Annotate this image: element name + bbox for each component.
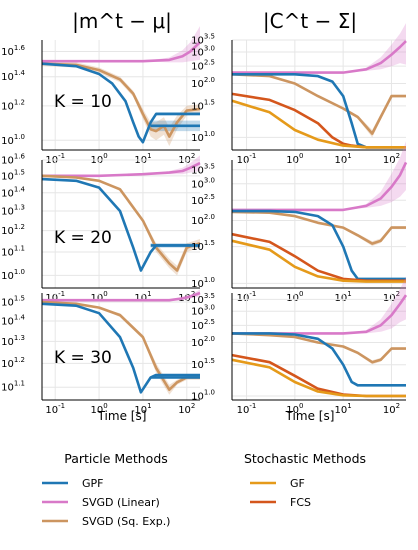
band-svgd-linear [42,26,200,63]
k-annotation: K = 30 [54,348,112,368]
series-line-svgd-linear [232,161,408,212]
x-axis-label-right: Time [s] [285,409,335,423]
x-tick-label: 10-1 [237,402,257,416]
x-tick-label: 10-1 [45,402,65,416]
series-line-gf [231,99,406,149]
legend: Particle Methods Stochastic Methods GPF S… [42,451,366,528]
y-tick-label: 101.0 [191,130,215,144]
y-tick-label: 102.5 [191,193,215,207]
y-tick-label: 101.0 [1,133,25,147]
series-line-svgd-linear [42,291,201,302]
panel-r2-c0: 10-1 100 101 102101.1101.2101.3101.4101.5K … [1,289,201,416]
y-tick-label: 101.4 [1,185,25,199]
series-line-svgd-linear [42,161,201,178]
band-svgd-linear [232,276,406,334]
y-tick-label: 101.6 [1,153,25,167]
y-tick-label: 101.5 [1,295,25,309]
y-tick-label: 101.5 [1,168,25,182]
band-svgd-linear [42,155,200,176]
series-line-svgd-sq-exp [41,62,201,138]
y-tick-label: 101.5 [191,98,215,112]
y-tick-label: 101.3 [1,334,25,348]
y-tick-label: 103.5 [191,162,215,176]
y-tick-label: 101.4 [1,313,25,327]
series-line-svgd-sq-exp [231,73,406,135]
legend-label-svgd-linear: SVGD (Linear) [82,496,160,509]
y-tick-label: 102.0 [191,213,215,227]
panel-r2-c1: 10-1 100 101 102101.0101.5102.0102.5103.010… [191,276,408,416]
y-tick-label: 101.5 [191,239,215,253]
col-title-mean-error: |m^t − μ| [72,9,172,33]
series-line-gpf [41,62,200,144]
y-tick-label: 101.2 [1,356,25,370]
series-line-gf [231,358,406,398]
series-line-gpf [232,209,406,281]
band-svgd-sq-exp [42,302,200,395]
y-tick-label: 102.0 [191,335,215,349]
legend-title-stochastic: Stochastic Methods [244,451,366,466]
y-tick-label: 101.1 [1,380,25,394]
legend-label-gf: GF [290,477,305,490]
y-tick-label: 101.3 [1,203,25,217]
legend-label-svgd-sq-exp: SVGD (Sq. Exp.) [82,515,170,528]
y-tick-label: 102.5 [191,318,215,332]
y-tick-label: 101.0 [191,389,215,403]
y-tick-label: 101.1 [1,245,25,259]
band-svgd-linear [232,141,406,210]
legend-label-fcs: FCS [290,496,311,509]
k-annotation: K = 10 [54,92,112,112]
y-tick-label: 101.0 [191,276,215,290]
series-line-gf [231,239,406,283]
x-tick-label: 101 [335,402,352,416]
series-line-svgd-sq-exp [231,210,406,245]
series-line-gpf [232,73,406,149]
series-line-svgd-linear [232,294,408,335]
band-svgd-sq-exp [42,175,200,276]
y-tick-label: 102.5 [191,59,215,73]
y-tick-label: 101.2 [1,98,25,112]
y-tick-label: 101.4 [1,69,25,83]
y-tick-label: 103.0 [191,44,215,58]
series-line-gpf [41,177,200,272]
legend-items: GPF SVGD (Linear) SVGD (Sq. Exp.) GF FCS [42,477,311,528]
y-tick-label: 101.0 [1,268,25,282]
y-tick-label: 101.6 [1,44,25,58]
k-annotation: K = 20 [54,228,112,248]
x-axis-label-left: Time [s] [97,409,147,423]
series-line-gpf [41,302,200,394]
series-line-svgd-sq-exp [41,300,200,391]
y-tick-label: 103.0 [191,176,215,190]
series-line-svgd-sq-exp [231,332,406,364]
y-tick-label: 102.0 [191,76,215,90]
col-title-cov-error: |C^t − Σ| [263,9,357,33]
series-line-svgd-linear [42,41,201,63]
series-line-gpf [232,332,406,387]
panel-r1-c0: 10-1 100 101 102101.0101.1101.2101.3101.410… [1,153,201,304]
y-tick-label: 101.2 [1,223,25,237]
y-tick-label: 101.5 [191,357,215,371]
x-tick-label: 102 [383,402,400,416]
legend-title-particle: Particle Methods [64,451,168,466]
series-line-svgd-sq-exp [41,174,201,272]
x-tick-label: 102 [178,402,195,416]
panel-r0-c1: 10-1 100 101 102101.0101.5102.0102.5103.010… [191,23,407,166]
legend-label-gpf: GPF [82,477,103,490]
series-line-svgd-linear [232,40,407,74]
